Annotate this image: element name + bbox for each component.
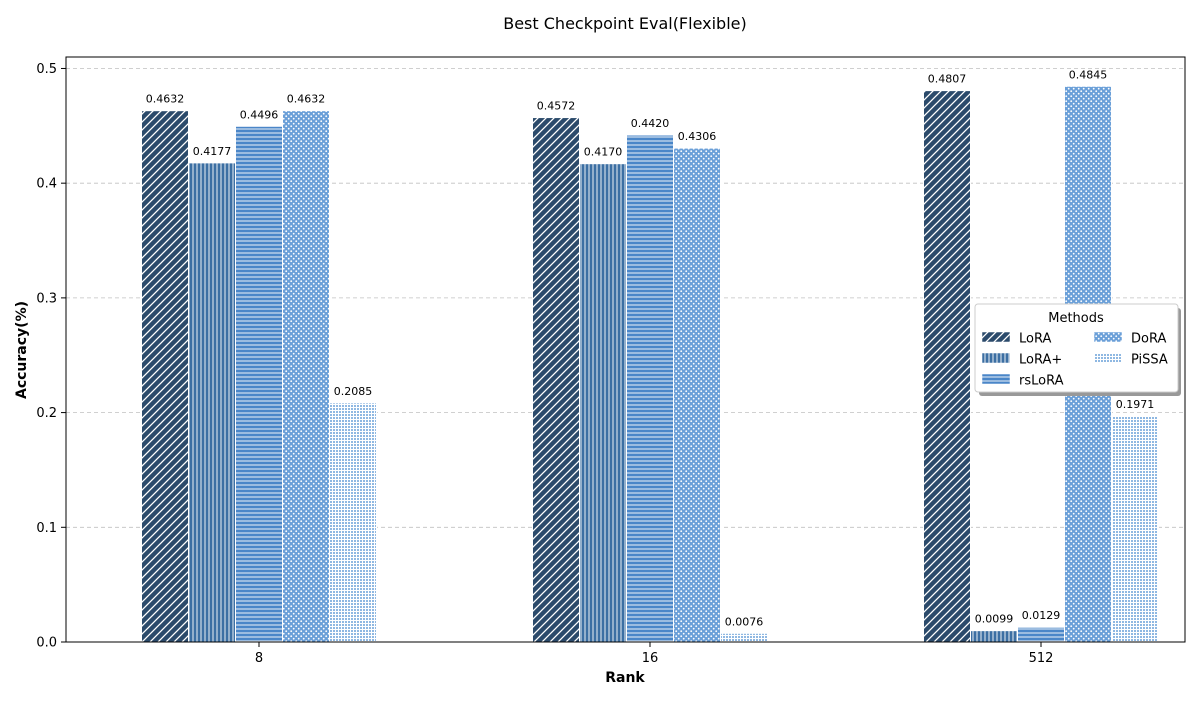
bar-pissa-512 [1111, 415, 1159, 643]
data-label: 0.4306 [678, 130, 717, 143]
data-label: 0.1971 [1116, 398, 1155, 411]
legend-swatch [1093, 331, 1123, 343]
data-label: 0.4807 [928, 73, 967, 86]
bar-lora--512 [970, 630, 1018, 643]
y-tick-label: 0.0 [36, 636, 57, 651]
bar-pissa-16 [720, 632, 768, 643]
bar-rslora-8 [235, 125, 283, 643]
data-label: 0.4845 [1069, 68, 1108, 81]
data-label: 0.4496 [240, 108, 279, 121]
bars [141, 85, 1159, 643]
grid-lines [66, 68, 1185, 528]
x-tick-label: 512 [1029, 651, 1054, 666]
legend-swatch [1093, 352, 1123, 364]
y-axis-ticks: 0.0 0.1 0.2 0.3 0.4 0.5 [36, 62, 66, 651]
legend-label: DoRA [1131, 332, 1166, 347]
y-tick-label: 0.3 [36, 291, 57, 306]
bar-lora--16 [579, 163, 627, 643]
bar-rslora-512 [1017, 626, 1065, 643]
legend-swatch [981, 352, 1011, 364]
legend-title: Methods [1048, 311, 1104, 326]
x-axis-title: Rank [605, 670, 645, 686]
data-label: 0.4632 [146, 93, 185, 106]
bar-lora-8 [141, 110, 189, 643]
bar-lora--8 [188, 162, 236, 643]
data-label: 0.0129 [1022, 609, 1061, 622]
x-tick-label: 8 [255, 651, 263, 666]
legend-label: PiSSA [1131, 353, 1168, 368]
legend-swatch [981, 373, 1011, 385]
data-label: 0.4572 [537, 100, 576, 113]
bar-dora-16 [673, 147, 721, 643]
data-labels: 0.4632 0.4177 0.4496 0.4632 0.2085 0.4572 0.41… [146, 68, 1155, 628]
y-tick-label: 0.4 [36, 177, 57, 192]
data-label: 0.4632 [287, 93, 326, 106]
bar-lora-512 [923, 90, 971, 643]
legend-label: rsLoRA [1019, 374, 1064, 389]
x-tick-label: 16 [642, 651, 659, 666]
legend-label: LoRA+ [1019, 353, 1062, 368]
y-tick-label: 0.1 [36, 521, 57, 536]
legend-swatch [981, 331, 1011, 343]
legend-label: LoRA [1019, 332, 1051, 347]
legend: Methods LoRA LoRA+ rsLoRA DoRA PiSSA [974, 303, 1181, 396]
y-tick-label: 0.2 [36, 406, 57, 421]
data-label: 0.0099 [975, 613, 1014, 626]
bar-rslora-16 [626, 134, 674, 643]
data-label: 0.2085 [334, 385, 373, 398]
data-label: 0.4170 [584, 146, 623, 159]
bar-pissa-8 [329, 402, 377, 643]
x-axis-ticks: 8 16 512 [255, 642, 1054, 666]
data-label: 0.4420 [631, 117, 670, 130]
plot-frame [65, 56, 1186, 643]
bar-dora-8 [282, 110, 330, 643]
y-tick-label: 0.5 [36, 62, 57, 77]
chart-title: Best Checkpoint Eval(Flexible) [503, 14, 747, 33]
legend-box [974, 303, 1179, 393]
y-axis-title: Accuracy(%) [14, 301, 30, 399]
data-label: 0.0076 [725, 615, 764, 628]
data-label: 0.4177 [193, 145, 232, 158]
bar-lora-16 [532, 117, 580, 643]
